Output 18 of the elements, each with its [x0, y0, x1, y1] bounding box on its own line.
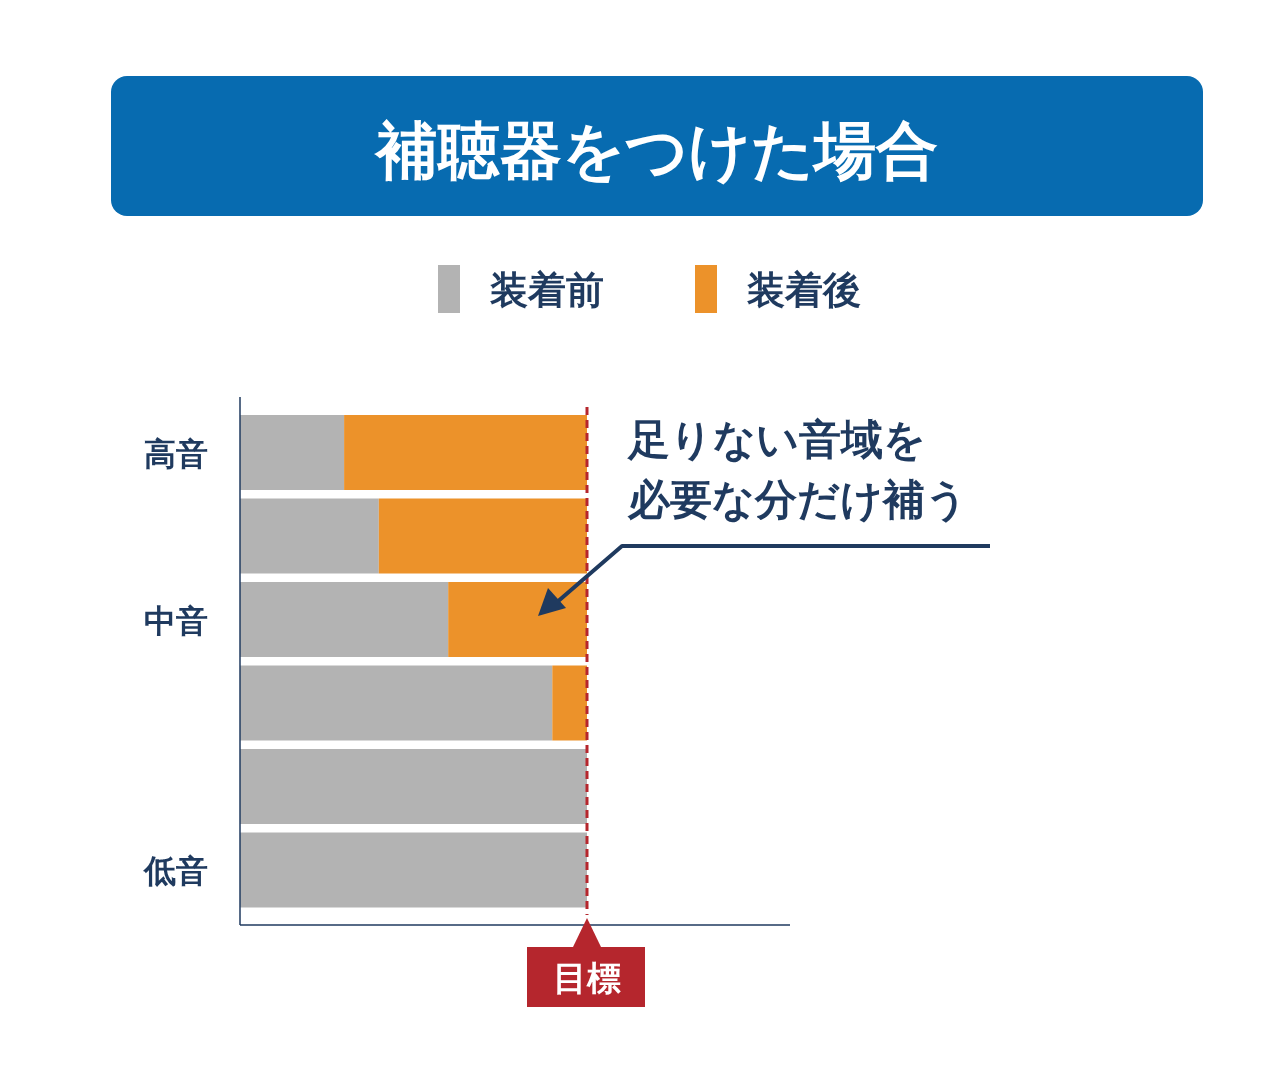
y-tick-label: 中音	[144, 601, 208, 640]
bar	[240, 832, 587, 908]
bar	[344, 415, 587, 490]
y-tick-label: 高音	[144, 434, 208, 473]
chart-title: 補聴器をつけた場合	[374, 114, 938, 187]
bar	[240, 749, 587, 824]
bar	[240, 498, 379, 574]
legend-label: 装着前	[490, 268, 604, 312]
bar	[552, 665, 587, 741]
legend-label: 装着後	[747, 268, 861, 312]
ref-line-label: 目標	[553, 958, 621, 998]
bar	[240, 582, 449, 657]
y-tick-label: 低音	[142, 852, 208, 890]
bar	[378, 498, 587, 574]
bar	[240, 665, 553, 741]
text: 足りない音域を必要な分だけ補う	[628, 414, 969, 526]
bar	[448, 582, 587, 657]
bar	[240, 415, 345, 490]
